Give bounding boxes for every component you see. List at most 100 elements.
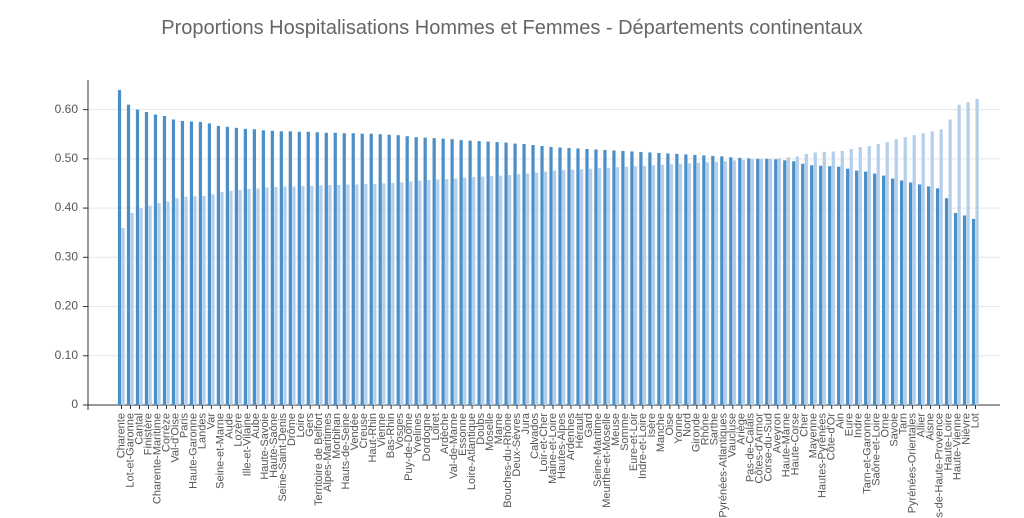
bar (441, 138, 445, 405)
bar (499, 175, 503, 405)
x-tick-label: Aisne (924, 413, 936, 441)
bar (166, 201, 170, 405)
bar (427, 180, 431, 405)
x-tick-label: Lot (969, 413, 981, 428)
bar (351, 133, 355, 405)
bar (459, 140, 463, 405)
bar (576, 148, 580, 405)
x-tick-label: Ille-et-Vilaine (241, 413, 253, 476)
x-tick-label: Hérault (574, 413, 586, 448)
bar (463, 177, 467, 405)
bar (342, 133, 346, 405)
x-tick-label: Allier (915, 413, 927, 438)
bar (486, 141, 490, 405)
bar (279, 131, 283, 405)
bar (660, 164, 665, 405)
bar (840, 150, 844, 405)
x-tick-label: Savoie (889, 413, 901, 447)
bar (148, 205, 152, 405)
bar (822, 151, 826, 405)
bar (801, 163, 805, 405)
x-tick-label: Meurthe-et-Moselle (601, 413, 613, 508)
bar (130, 213, 134, 405)
x-tick-label: Nièvre (960, 413, 972, 445)
bar (741, 159, 746, 405)
x-tick-label: Tarn (897, 413, 909, 434)
x-tick-label: Drôme (286, 413, 298, 446)
bar (184, 196, 188, 405)
bar (481, 176, 485, 405)
x-tick-label: Haute-Savoie (259, 413, 271, 480)
x-tick-label: Seine-Maritime (592, 413, 604, 487)
bar (504, 142, 508, 405)
bar (243, 128, 247, 406)
bar (696, 162, 701, 405)
bar (301, 185, 305, 405)
bar (261, 130, 265, 406)
x-tick-label: Puy-de-Dôme (403, 413, 415, 481)
bar (966, 102, 970, 405)
bar (792, 161, 796, 405)
bar (549, 147, 553, 405)
y-tick-label: 0.20 (55, 299, 79, 313)
bar (867, 146, 871, 406)
y-tick-label: 0.60 (55, 102, 79, 116)
x-tick-label: Maine-et-Loire (547, 413, 559, 484)
bar (229, 190, 233, 405)
bar (831, 151, 835, 405)
x-tick-label: Alpes-de-Haute-Provence (933, 413, 945, 518)
bar (292, 186, 296, 405)
bar (804, 153, 808, 405)
bar (328, 184, 332, 405)
x-tick-label: Corse-du-Sud (763, 413, 775, 481)
x-tick-label: Yvelines (412, 413, 424, 454)
x-tick-label: Manche (655, 413, 667, 452)
bar (382, 183, 386, 405)
x-tick-label: Cher (799, 413, 811, 437)
x-tick-label: Corrèze (160, 413, 172, 452)
bar (885, 142, 889, 405)
bar (387, 134, 391, 405)
bar (873, 173, 877, 405)
x-tick-label: Indre (853, 413, 865, 438)
x-tick-label: Eure (844, 413, 856, 436)
x-tick-label: Hautes-Pyrénées (817, 413, 829, 498)
y-tick-label: 0.10 (55, 348, 79, 362)
x-tick-label: Tarn-et-Garonne (862, 413, 874, 494)
bar (468, 140, 472, 405)
bar (603, 149, 607, 405)
bar (508, 175, 512, 405)
bar (216, 125, 221, 405)
y-tick-label: 0.40 (55, 200, 79, 214)
bar (693, 154, 697, 405)
bar (472, 177, 476, 405)
bar (899, 180, 904, 405)
x-tick-label: Meuse (610, 413, 622, 446)
bar (588, 168, 593, 405)
bar (283, 186, 287, 405)
x-tick-label: Gard (583, 413, 595, 437)
bar (490, 176, 494, 405)
bar (891, 178, 895, 405)
bar (705, 162, 710, 405)
bar (714, 161, 719, 405)
bar (666, 153, 670, 405)
bar (207, 123, 212, 406)
x-tick-label: Finistère (142, 413, 154, 455)
bar (364, 183, 368, 405)
bar (729, 157, 733, 405)
bar (894, 139, 898, 405)
bar (517, 174, 521, 405)
bar (369, 133, 373, 405)
bar (606, 167, 611, 405)
y-tick-label: 0.50 (55, 151, 79, 165)
x-tick-label: Rhône (700, 413, 712, 445)
y-tick-label: 0.30 (55, 249, 79, 263)
x-tick-label: Territoire de Belfort (313, 413, 325, 506)
bar (648, 152, 652, 405)
x-tick-label: Hautes-Alpes (556, 413, 568, 480)
x-tick-label: Somme (619, 413, 631, 451)
x-tick-label: Loiret (430, 413, 442, 441)
bar (544, 171, 548, 405)
